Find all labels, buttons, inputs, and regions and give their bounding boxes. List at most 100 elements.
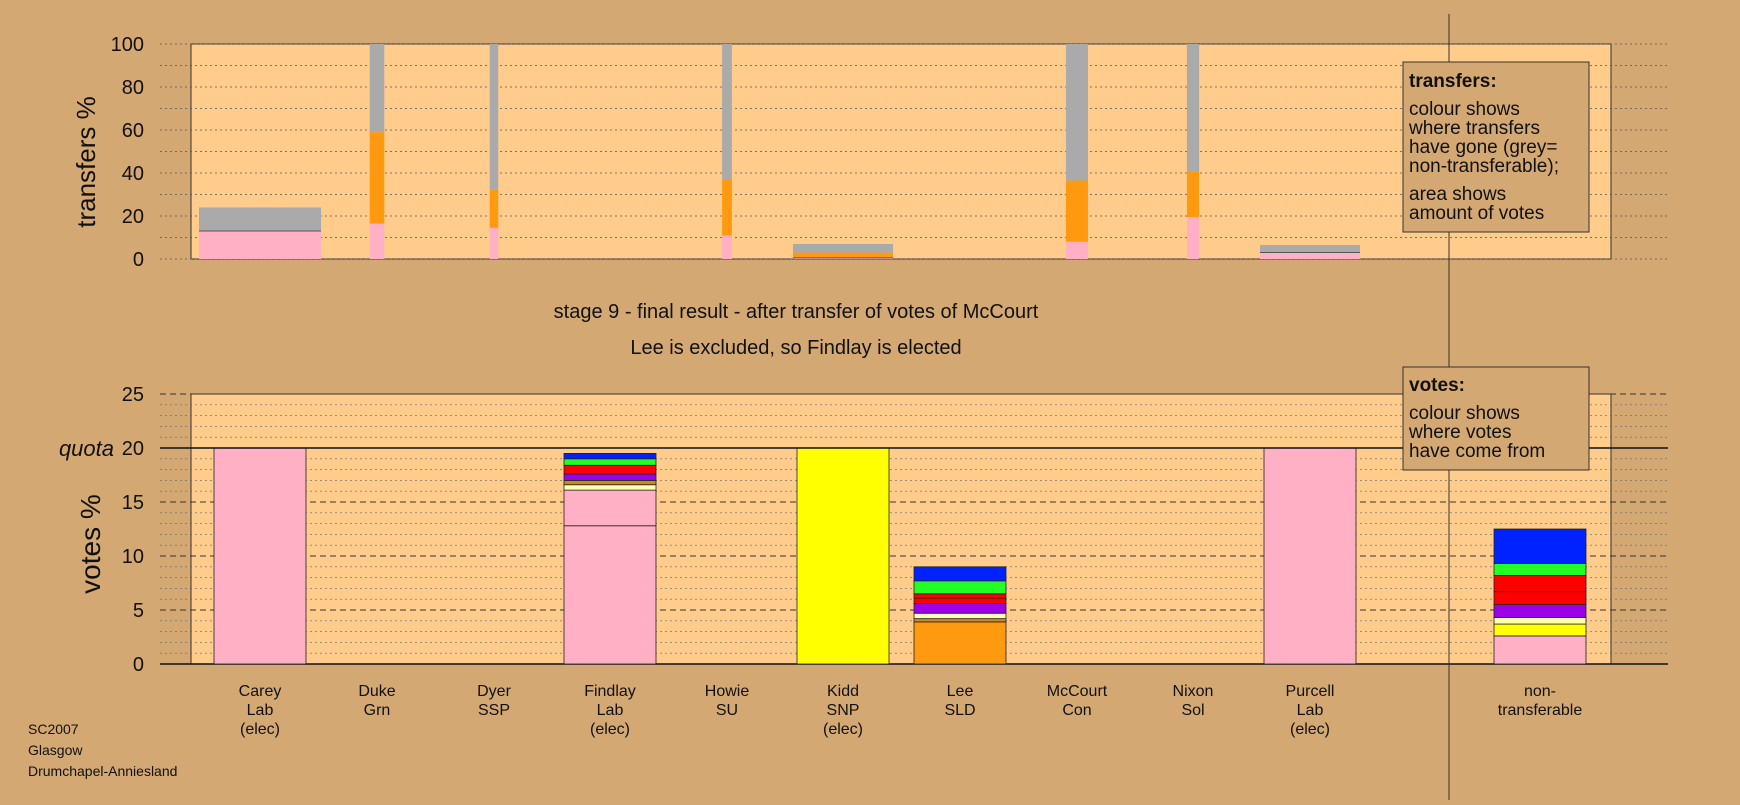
transfer-segment-orange (1186, 171, 1200, 218)
transfer-segment-pink (1066, 241, 1088, 259)
vote-segment-green (913, 580, 1007, 595)
y-tick-label: 0 (133, 249, 144, 271)
stage-title: stage 9 - final result - after transfer … (554, 301, 1039, 323)
vote-segment-brown (913, 618, 1007, 623)
candidate-label: Lee SLD (944, 683, 975, 719)
candidate-label-line: Dyer (477, 683, 511, 700)
candidate-label-line: Lab (247, 702, 274, 719)
candidate-label: Carey Lab (elec) (239, 683, 282, 738)
votes-legend-box (1402, 366, 1590, 471)
footer-election: SC2007 (28, 721, 79, 737)
candidate-label-line: (elec) (240, 721, 280, 738)
candidate-label-line: Kidd (827, 683, 859, 700)
candidate-label-line: (elec) (590, 721, 630, 738)
votes-plot-area (190, 393, 1612, 665)
y-tick-label: 15 (122, 492, 144, 514)
transfer-segment-grey (369, 44, 385, 133)
candidate-label: Findlay Lab (elec) (584, 683, 636, 738)
vote-segment-yellow (1493, 623, 1587, 637)
y-tick-label: 20 (122, 438, 144, 460)
candidate-label-line: Sol (1181, 702, 1204, 719)
transfer-segment-grey (489, 44, 499, 190)
votes-legend: votes: colour shows where votes have com… (1402, 366, 1590, 471)
candidate-label: Nixon Sol (1173, 683, 1214, 719)
candidate-label: Howie SU (705, 683, 750, 719)
transfer-segment-orange (1066, 180, 1088, 242)
transfer-segment-pink (199, 231, 321, 259)
vote-segment-purple (913, 603, 1007, 614)
transfers-legend-line: colour shows (1409, 99, 1520, 120)
vote-bar-purcell (1263, 447, 1357, 665)
votes-legend-line: have come from (1409, 441, 1545, 462)
y-tick-label: 100 (111, 34, 144, 56)
transfer-segment-grey (722, 44, 732, 180)
y-tick-label: 40 (122, 163, 144, 185)
transfers-y-ticks: 0 20 40 60 80 100 (111, 34, 144, 271)
candidate-label-line: (elec) (823, 721, 863, 738)
vote-segment-cream (913, 612, 1007, 620)
candidate-label-line: Grn (364, 702, 391, 719)
transfers-legend: transfers: colour shows where transfers … (1402, 61, 1590, 233)
candidate-label-line: McCourt (1047, 683, 1108, 700)
transfer-segment-grey (199, 207, 321, 232)
vote-segment-blue (913, 566, 1007, 582)
votes-bars (213, 447, 1587, 665)
vote-segment-pink (213, 447, 307, 665)
transfer-segment-orange (489, 189, 499, 228)
candidate-label-line: SSP (478, 702, 510, 719)
transfers-legend-line: where transfers (1408, 118, 1540, 139)
vote-segment-pink (563, 525, 657, 665)
footer-council: Glasgow (28, 742, 83, 758)
vote-segment-pink (563, 489, 657, 527)
transfers-legend-heading: transfers: (1409, 71, 1497, 92)
candidate-label-line: non- (1524, 683, 1556, 700)
y-tick-label: 20 (122, 206, 144, 228)
candidate-label: Purcell Lab (elec) (1286, 683, 1335, 738)
transfer-bar-nixon (1186, 44, 1200, 259)
candidate-label-line: Howie (705, 683, 750, 700)
vote-bar-non-transferable (1493, 528, 1587, 665)
candidate-label-line: Lee (947, 683, 974, 700)
y-tick-label: 25 (122, 384, 144, 406)
candidate-label: McCourt Con (1047, 683, 1108, 719)
vote-segment-yellow (796, 447, 890, 665)
candidate-label-line: Lab (597, 702, 624, 719)
transfer-segment-grey (1259, 245, 1361, 252)
candidate-label-line: (elec) (1290, 721, 1330, 738)
transfer-segment-orange (369, 132, 385, 224)
vote-segment-cream (1493, 617, 1587, 625)
vote-segment-red (1493, 575, 1587, 593)
vote-segment-brown (563, 479, 657, 486)
transfers-bars (199, 44, 1361, 259)
transfers-legend-line: non-transferable); (1409, 156, 1559, 177)
vote-segment-green (563, 458, 657, 466)
transfer-segment-pink (489, 227, 499, 259)
y-tick-label: 60 (122, 120, 144, 142)
transfer-segment-pink (722, 235, 732, 259)
transfers-legend-line: area shows (1409, 184, 1506, 205)
candidate-label: Duke Grn (358, 683, 395, 719)
vote-segment-purple (563, 473, 657, 481)
candidate-label: Kidd SNP (elec) (823, 683, 863, 738)
candidate-labels: Carey Lab (elec) Duke Grn Dyer SSP Findlay Lab (e… (239, 683, 1583, 738)
candidate-label-line: SNP (827, 702, 860, 719)
vote-segment-blue (563, 452, 657, 460)
transfers-legend-line: amount of votes (1409, 203, 1544, 224)
y-tick-label: 0 (133, 654, 144, 676)
quota-label: quota (59, 436, 114, 461)
transfer-segment-pink (1259, 252, 1361, 259)
transfer-segment-pink (369, 223, 385, 259)
candidate-label-line: Nixon (1173, 683, 1214, 700)
vote-segment-red (563, 464, 657, 475)
vote-segment-cream (563, 484, 657, 491)
candidate-label-line: Purcell (1286, 683, 1335, 700)
votes-legend-heading: votes: (1409, 375, 1465, 396)
vote-bar-findlay (563, 452, 657, 665)
candidate-label-line: Findlay (584, 683, 636, 700)
transfer-bar-dyer (489, 44, 499, 259)
transfer-bar-mccourt (1066, 44, 1088, 259)
candidate-label-line: SLD (944, 702, 975, 719)
vote-bar-kidd (796, 447, 890, 665)
vote-segment-pink (1263, 447, 1357, 665)
votes-legend-line: colour shows (1409, 403, 1520, 424)
